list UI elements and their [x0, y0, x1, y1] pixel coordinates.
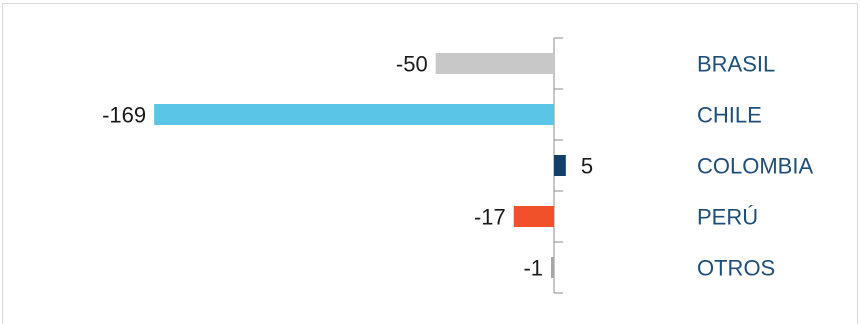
- bar-brasil: [435, 53, 554, 74]
- bar-perú: [513, 206, 554, 227]
- category-label: PERÚ: [697, 205, 758, 230]
- value-labels-group: -50 -169 5 -17 -1: [102, 52, 593, 281]
- bars-group: [154, 53, 566, 278]
- chart-frame: [2, 3, 858, 324]
- value-label: 5: [581, 154, 593, 179]
- value-label: -169: [102, 103, 146, 128]
- value-label: -17: [474, 205, 506, 230]
- value-label: -50: [396, 52, 428, 77]
- category-label: BRASIL: [697, 52, 775, 77]
- category-label: COLOMBIA: [697, 154, 813, 179]
- bar-colombia: [554, 155, 566, 176]
- axis-ticks: [554, 37, 563, 294]
- category-label: OTROS: [697, 256, 775, 281]
- bar-otros: [551, 257, 554, 278]
- category-label: CHILE: [697, 103, 762, 128]
- category-labels-group: BRASIL CHILE COLOMBIA PERÚ OTROS: [697, 52, 813, 281]
- value-label: -1: [523, 256, 543, 281]
- bar-chile: [154, 104, 554, 125]
